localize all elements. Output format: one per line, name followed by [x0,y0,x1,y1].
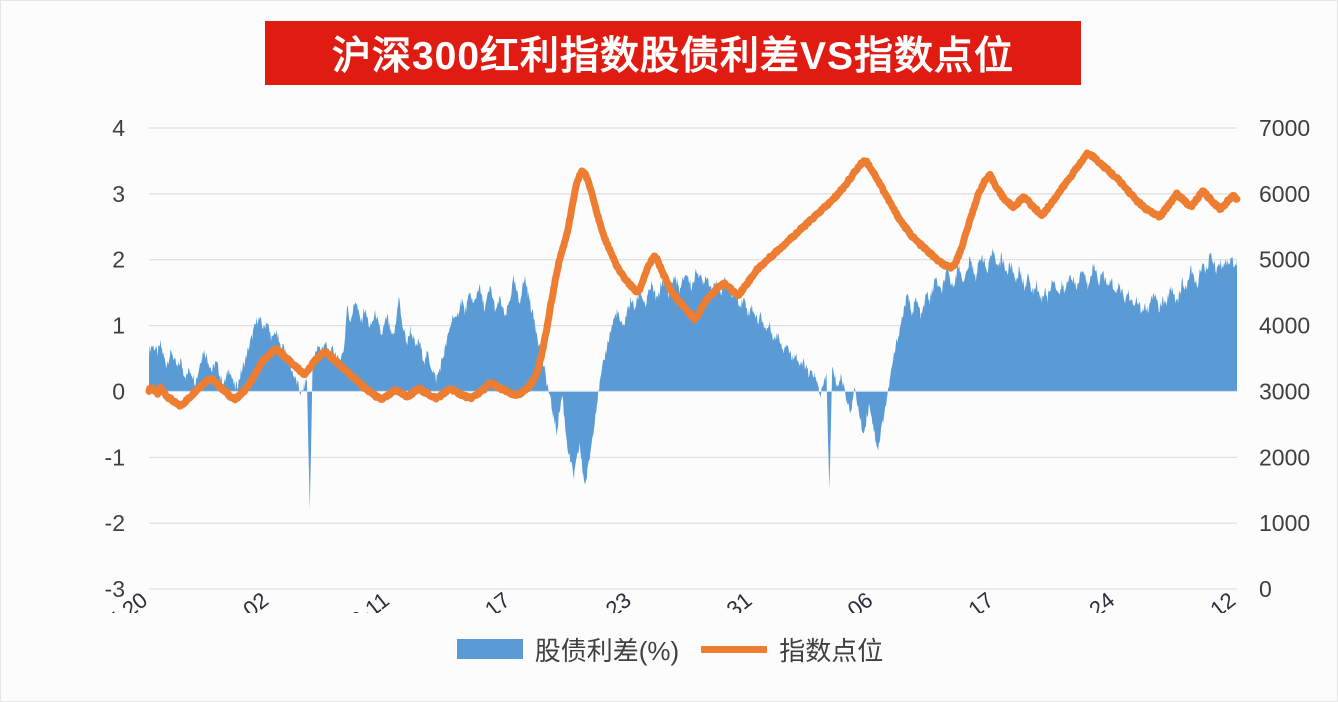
right-axis-tick-label: 6000 [1259,181,1310,207]
svg-text:2016-08-23: 2016-08-23 [532,587,636,613]
svg-text:2019-09-17: 2019-09-17 [894,587,998,613]
right-axis-tick-label: 4000 [1259,313,1310,339]
svg-text:2015-08-17: 2015-08-17 [411,587,515,613]
x-axis-tick-label: 2019-09-17 [894,587,998,676]
right-axis-tick-label: 3000 [1259,378,1310,404]
right-axis-tick-label: 5000 [1259,247,1310,273]
x-axis-tick-label: 2012-07-20 [48,587,152,676]
chart-canvas: 4 3 2 1 0 -1 -2 -3 7000 6000 5000 4000 3000 2000 1000 0… [1,93,1338,676]
series-line-index [145,149,1241,410]
line-swatch-icon [701,645,768,653]
area-swatch-icon [456,639,523,659]
x-axis-tick-label: 2014-08-11 [291,587,394,675]
x-axis-tick-label: 2018-09-06 [773,587,877,676]
left-axis-tick-label: 1 [112,313,125,339]
page-title: 沪深300红利指数股债利差VS指数点位 [331,35,1015,78]
right-axis-tick-label: 2000 [1259,444,1310,470]
right-axis-tick-label: 0 [1259,576,1272,602]
left-axis-tick-label: 4 [112,115,125,141]
left-axis-tick-label: 0 [112,378,125,404]
svg-text:2017-08-31: 2017-08-31 [652,587,756,613]
left-axis-tick-label: 2 [112,247,125,273]
svg-text:2020-09-24: 2020-09-24 [1015,587,1119,613]
legend-label-spread: 股债利差(%) [534,635,680,666]
series-area-spread [149,247,1237,511]
right-axis-tick-label: 1000 [1259,510,1310,536]
svg-text:2013-08-02: 2013-08-02 [169,587,273,613]
x-axis-tick-label: 2020-09-24 [1015,587,1119,676]
chart-title-banner: 沪深300红利指数股债利差VS指数点位 [265,21,1081,85]
svg-text:2012-07-20: 2012-07-20 [48,587,152,613]
left-axis-tick-label: -2 [105,510,125,536]
x-axis-tick-label: 2013-08-02 [169,587,273,676]
svg-text:2021-10-12: 2021-10-12 [1136,587,1240,613]
left-axis-tick-label: -3 [105,576,125,602]
chart-legend: 股债利差(%) 指数点位 [1,619,1338,679]
left-axis-tick-label: 3 [112,181,125,207]
x-axis-tick-label: 2021-10-12 [1136,587,1240,676]
svg-text:2014-08-11: 2014-08-11 [291,587,394,613]
legend-item-spread[interactable]: 股债利差(%) [456,631,680,668]
legend-item-index[interactable]: 指数点位 [701,631,883,668]
x-axis-tick-label: 2015-08-17 [411,587,515,676]
left-axis-tick-label: -1 [105,444,125,470]
x-axis-tick-label: 2017-08-31 [652,587,756,676]
x-axis-tick-label: 2016-08-23 [532,587,636,676]
legend-label-index: 指数点位 [779,635,884,666]
right-axis-tick-label: 7000 [1259,115,1310,141]
svg-text:2018-09-06: 2018-09-06 [773,587,877,613]
combo-chart: 4 3 2 1 0 -1 -2 -3 7000 6000 5000 4000 3000 2000 1000 0… [48,115,1310,676]
